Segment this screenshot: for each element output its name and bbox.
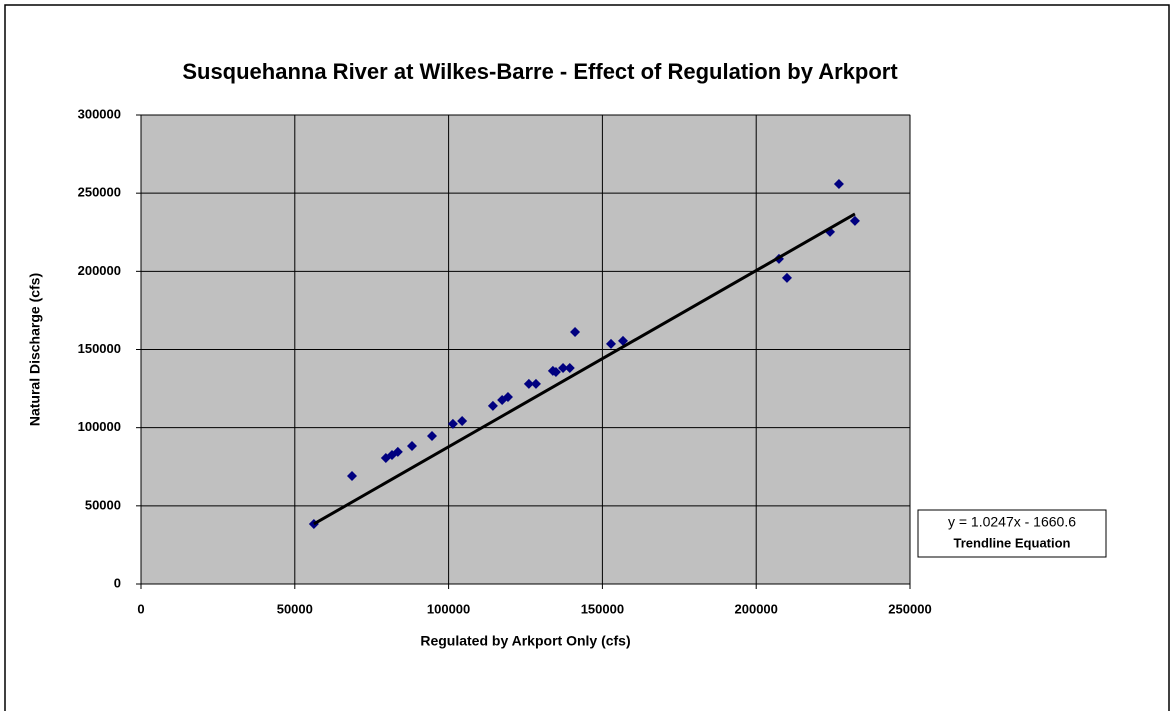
data-point <box>487 400 498 411</box>
x-tick-label: 50000 <box>277 601 313 616</box>
y-tick-label: 0 <box>114 575 121 590</box>
y-tick-label: 300000 <box>78 106 121 121</box>
data-point <box>618 335 629 346</box>
y-tick-label: 50000 <box>85 497 121 512</box>
data-point <box>426 430 437 441</box>
annotation: Trendline Equation <box>953 535 1070 550</box>
x-tick-label: 0 <box>137 601 144 616</box>
data-point <box>347 470 358 481</box>
annotation-box <box>917 509 1107 558</box>
data-point <box>606 338 617 349</box>
annotation: y = 1.0247x - 1660.6 <box>948 514 1076 530</box>
data-point <box>849 215 860 226</box>
data-point <box>502 392 513 403</box>
data-point <box>457 415 468 426</box>
data-point <box>447 418 458 429</box>
data-point <box>558 362 569 373</box>
data-point <box>781 272 792 283</box>
x-tick-label: 150000 <box>581 601 624 616</box>
frame <box>4 4 1170 711</box>
data-point <box>564 362 575 373</box>
data-point <box>523 378 534 389</box>
y-tick-label: 250000 <box>78 185 121 200</box>
x-axis-label: Regulated by Arkport Only (cfs) <box>420 633 630 649</box>
data-point <box>392 446 403 457</box>
data-point <box>570 326 581 337</box>
y-axis-label: Natural Discharge (cfs) <box>27 273 43 426</box>
x-tick-label: 200000 <box>735 601 778 616</box>
chart-title: Susquehanna River at Wilkes-Barre - Effe… <box>182 59 898 84</box>
x-tick-label: 100000 <box>427 601 470 616</box>
x-tick-label: 250000 <box>888 601 931 616</box>
data-point <box>530 378 541 389</box>
y-tick-label: 200000 <box>78 263 121 278</box>
data-point <box>406 440 417 451</box>
trendline <box>313 212 856 526</box>
data-point <box>833 178 844 189</box>
data-point <box>550 367 561 378</box>
y-tick-label: 100000 <box>78 419 121 434</box>
y-tick-label: 150000 <box>78 341 121 356</box>
